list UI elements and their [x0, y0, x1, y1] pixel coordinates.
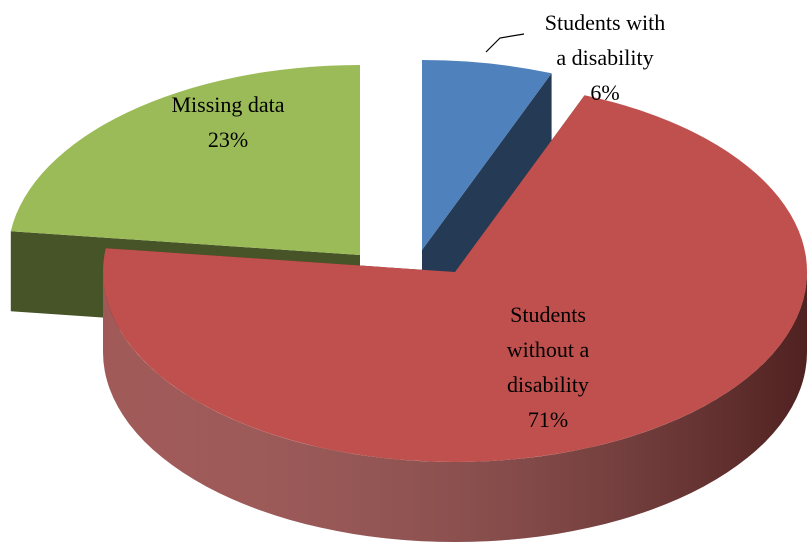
leader-line — [485, 33, 525, 53]
pie — [10, 59, 808, 542]
slice-top — [10, 65, 361, 255]
label-line: a disability — [556, 45, 653, 70]
slice-top — [422, 59, 552, 250]
category-label: Missing data — [171, 92, 284, 117]
label-line: Students — [510, 302, 586, 327]
labels: Students with a disability 6% Students witho… — [171, 10, 665, 432]
category-label: Students without a disability — [507, 302, 590, 397]
slice-top — [103, 95, 808, 462]
slice-wall — [422, 73, 552, 331]
category-label: Students with a disability — [545, 10, 665, 70]
value-label: 71% — [528, 407, 568, 432]
label-line: Students with — [545, 10, 665, 35]
label-line: without a — [507, 337, 590, 362]
label-line: disability — [507, 372, 589, 397]
slice — [422, 59, 552, 331]
value-label: 23% — [208, 127, 248, 152]
value-label: 6% — [590, 80, 619, 105]
slice-side-shade — [103, 272, 807, 542]
slice — [103, 95, 808, 542]
label-line: Missing data — [171, 92, 284, 117]
